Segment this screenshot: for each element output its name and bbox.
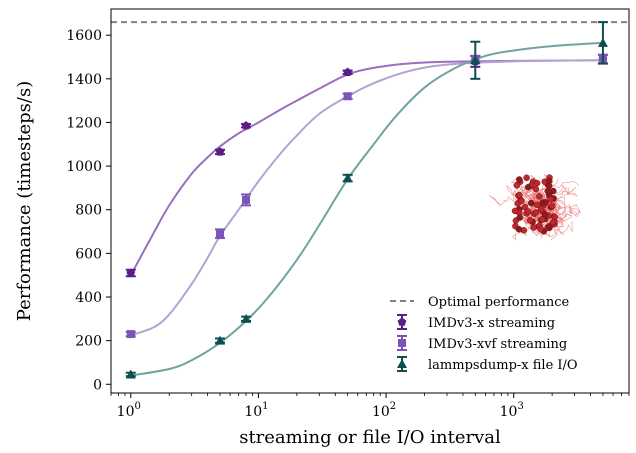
molecule-core-atom xyxy=(524,183,532,191)
legend-swatch-marker xyxy=(398,339,406,347)
legend-box xyxy=(385,288,623,383)
data-point xyxy=(597,21,608,65)
polymer-strand xyxy=(543,194,568,212)
data-marker xyxy=(343,92,352,101)
y-tick-label: 800 xyxy=(75,203,102,219)
data-point xyxy=(214,228,225,240)
data-marker xyxy=(343,67,353,76)
data-point xyxy=(241,313,252,323)
data-point xyxy=(241,193,252,207)
molecule-core-atom xyxy=(537,225,544,233)
data-marker xyxy=(241,313,252,323)
x-tick-label: 103 xyxy=(500,401,524,420)
data-point xyxy=(214,335,225,345)
y-tick-label: 1600 xyxy=(66,28,102,44)
molecule-core-atom xyxy=(518,197,525,205)
molecule-core-atom xyxy=(547,196,554,203)
plot-area xyxy=(111,21,629,379)
molecule-inset-image xyxy=(488,173,581,241)
data-marker xyxy=(126,330,135,339)
data-marker xyxy=(126,268,136,277)
data-marker xyxy=(214,335,225,345)
x-tick-label: 100 xyxy=(117,401,141,420)
molecule-core-atom xyxy=(541,211,549,218)
y-tick-label: 600 xyxy=(75,246,102,262)
legend-swatch-marker xyxy=(397,359,407,368)
data-point xyxy=(342,92,353,101)
data-marker xyxy=(241,121,251,130)
legend-label: IMDv3-x streaming xyxy=(428,316,555,331)
data-marker xyxy=(242,195,251,204)
molecule-core-atom xyxy=(546,177,553,185)
polymer-strand xyxy=(547,186,578,205)
legend-label: IMDv3-xvf streaming xyxy=(428,337,567,352)
data-point xyxy=(470,40,481,80)
legend-items: Optimal performance IMDv3-x streaming IMDv… xyxy=(390,295,578,373)
molecule-core-atom xyxy=(526,216,534,224)
data-marker xyxy=(215,229,224,238)
molecule-core-atom xyxy=(536,193,543,200)
data-point xyxy=(125,268,136,278)
molecule-core-atom xyxy=(521,203,529,211)
y-tick-label: 0 xyxy=(93,377,102,393)
polymer-strand xyxy=(536,200,565,237)
data-marker xyxy=(597,37,608,47)
data-point xyxy=(125,330,136,339)
molecule-core-atom xyxy=(515,225,523,233)
data-marker xyxy=(125,369,136,379)
molecule-core-atom xyxy=(542,199,550,206)
molecule-core-atom xyxy=(538,216,546,223)
y-tick-label: 1200 xyxy=(66,115,102,131)
data-point xyxy=(241,121,252,130)
axis-ticks: 0 200 400 600 800 1000 1200 1400 1600 100 101 102 10… xyxy=(66,28,630,420)
y-tick-label: 1000 xyxy=(66,159,102,175)
legend-swatch-marker xyxy=(397,317,407,326)
molecule-core-atom xyxy=(527,199,535,207)
data-point xyxy=(342,67,353,76)
x-tick-label: 102 xyxy=(372,401,396,420)
data-point xyxy=(342,173,353,183)
molecule-core-atom xyxy=(516,214,524,221)
molecule-core-atom xyxy=(537,205,545,213)
legend: Optimal performance IMDv3-x streaming IMDv… xyxy=(385,288,623,383)
data-point xyxy=(125,369,136,379)
y-tick-label: 400 xyxy=(75,290,102,306)
molecule-core-atom xyxy=(532,209,540,216)
molecule-core-atom xyxy=(511,207,519,215)
molecule-core-atom xyxy=(523,174,530,182)
molecule-core-atom xyxy=(524,208,532,215)
molecule-core-atom xyxy=(544,187,552,195)
x-axis-title: streaming or file I/O interval xyxy=(239,427,501,448)
data-marker xyxy=(342,173,353,183)
legend-label: lammpsdump-x file I/O xyxy=(428,358,578,373)
x-tick-label: 101 xyxy=(244,401,268,420)
molecule-core-atom xyxy=(548,202,556,210)
y-tick-label: 1400 xyxy=(66,72,102,88)
molecule-core-atom xyxy=(530,224,537,231)
molecule-core-atom xyxy=(516,176,523,183)
data-marker xyxy=(470,55,481,65)
fit-curve-0 xyxy=(129,59,603,276)
data-marker xyxy=(215,147,225,156)
y-axis-title: Performance (timesteps/s) xyxy=(14,81,35,321)
molecule-core-atom xyxy=(545,223,553,230)
y-tick-label: 200 xyxy=(75,334,102,350)
molecule-core-atom xyxy=(513,182,521,189)
molecule-core-atom xyxy=(516,191,523,199)
fit-curve-1 xyxy=(130,59,603,337)
molecule-core-atom xyxy=(549,219,557,226)
data-point xyxy=(214,147,225,156)
plot-frame xyxy=(110,8,630,394)
molecule-core-atom xyxy=(533,179,541,187)
legend-label: Optimal performance xyxy=(428,295,570,310)
